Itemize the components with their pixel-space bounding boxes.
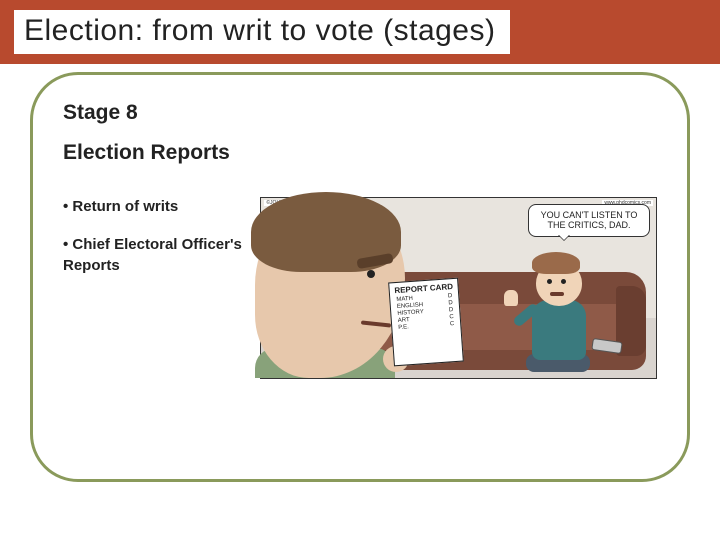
stage-heading: Stage 8 bbox=[63, 101, 657, 125]
body-area: • Return of writs • Chief Electoral Offi… bbox=[63, 197, 657, 379]
bullet-item: • Return of writs bbox=[63, 197, 242, 217]
rc-subject: P.E. bbox=[398, 324, 409, 332]
bullet-list: • Return of writs • Chief Electoral Offi… bbox=[63, 197, 242, 276]
speech-bubble: YOU CAN'T LISTEN TO THE CRITICS, DAD. bbox=[528, 204, 650, 237]
rc-grade: C bbox=[450, 321, 455, 328]
bullet-text: Chief Electoral Officer's Reports bbox=[63, 236, 242, 273]
content-frame: Stage 8 Election Reports • Return of wri… bbox=[30, 72, 690, 482]
slide-title: Election: from writ to vote (stages) bbox=[14, 10, 510, 54]
sub-heading: Election Reports bbox=[63, 141, 657, 165]
bullet-item: • Chief Electoral Officer's Reports bbox=[63, 235, 242, 276]
cartoon-image: ©JOHN CAMPBELL · SEPT 24 2008 www.phdcom… bbox=[260, 197, 657, 379]
report-card-icon: REPORT CARD MATHD ENGLISHD HISTORYD ARTC… bbox=[389, 278, 465, 367]
bullet-text: Return of writs bbox=[72, 198, 178, 215]
